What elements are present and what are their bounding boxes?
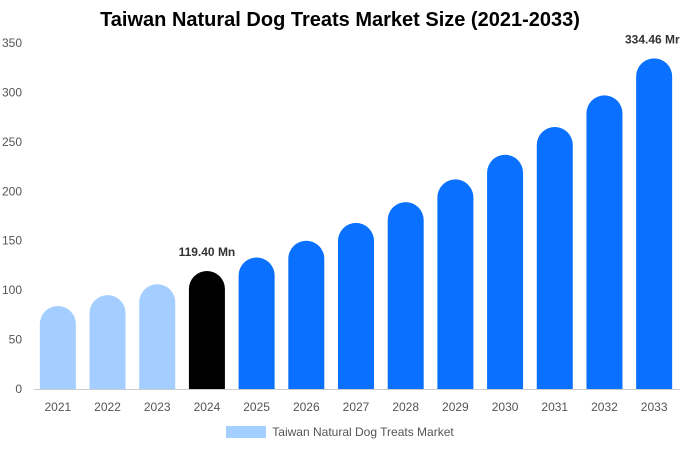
y-tick-label: 0 [15, 382, 22, 396]
y-tick-label: 350 [2, 36, 22, 50]
bar-2027 [338, 222, 374, 389]
x-tick-label: 2026 [293, 400, 320, 414]
x-tick-label: 2029 [442, 400, 469, 414]
bar-2030 [487, 154, 524, 389]
bar-2033 [636, 58, 673, 389]
x-tick-label: 2028 [392, 400, 419, 414]
y-tick-label: 50 [9, 333, 23, 347]
chart-title: Taiwan Natural Dog Treats Market Size (2… [100, 9, 580, 31]
bar-2025 [238, 257, 275, 389]
x-axis: 2021 2022 2023 2024 2025 2026 2027 2028 2029 2030… [44, 400, 667, 414]
y-tick-label: 100 [2, 283, 22, 297]
legend-label: Taiwan Natural Dog Treats Market [272, 425, 454, 439]
bar-2026 [288, 240, 325, 389]
bar-2028 [387, 202, 424, 389]
bar-2023 [139, 284, 176, 389]
bar-2031 [536, 127, 573, 389]
legend: Taiwan Natural Dog Treats Market [0, 425, 680, 439]
data-labels: 119.40 Mn 334.46 Mr [179, 32, 680, 259]
y-tick-label: 250 [2, 135, 22, 149]
legend-swatch [226, 426, 267, 438]
y-tick-label: 200 [2, 184, 22, 198]
bar-2021 [39, 305, 76, 389]
bar-2024 [188, 270, 225, 389]
x-tick-label: 2033 [641, 400, 668, 414]
x-tick-label: 2031 [541, 400, 568, 414]
y-axis: 0 50 100 150 200 250 300 350 [2, 36, 22, 396]
y-tick-label: 300 [2, 85, 22, 99]
x-tick-label: 2025 [243, 400, 270, 414]
x-tick-label: 2021 [44, 400, 71, 414]
y-tick-label: 150 [2, 234, 22, 248]
x-tick-label: 2024 [194, 400, 221, 414]
x-tick-label: 2032 [591, 400, 618, 414]
x-tick-label: 2023 [144, 400, 171, 414]
x-tick-label: 2022 [94, 400, 121, 414]
data-label-2033: 334.46 Mr [625, 32, 680, 46]
bars-group [39, 58, 673, 389]
data-label-2024: 119.40 Mn [179, 245, 236, 259]
bar-2032 [586, 95, 623, 389]
bar-2022 [89, 295, 126, 389]
x-tick-label: 2027 [343, 400, 370, 414]
bar-2029 [437, 179, 474, 389]
x-tick-label: 2030 [492, 400, 519, 414]
